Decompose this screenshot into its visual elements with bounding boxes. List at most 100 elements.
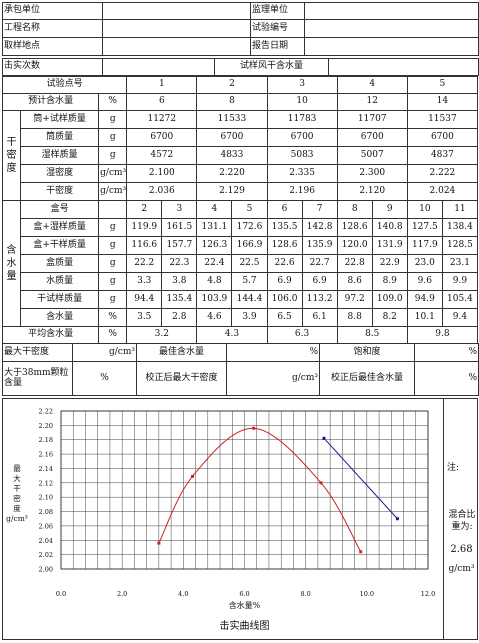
saturation-unit: % [414,343,479,362]
moisture-cell: 22.8 [336,254,373,273]
moisture-cell: 3.8 [161,272,198,291]
note-panel: 注: 混合比重为: 2.68 g/cm³ [443,398,478,640]
x-tick-label: 6.0 [239,590,249,598]
x-tick-label: 12.0 [421,590,435,598]
project-label: 工程名称 [2,19,103,38]
corrected-opt-moisture-unit: % [414,361,479,396]
moisture-cell: 8.9 [371,272,408,291]
moisture-cell: 2.8 [161,308,198,327]
compaction-point [252,426,256,430]
blows-value[interactable] [102,58,215,76]
moisture-cell: 131.9 [371,236,408,255]
summary-table: 最大干密度 g/cm³ 最佳含水量 % 饱和度 % 大于38mm颗粒含量 % 校… [2,343,479,396]
est-moisture-2: 8 [196,93,268,111]
supervisor-value[interactable] [304,2,479,20]
point-2: 2 [196,76,268,94]
opt-moisture-label: 最佳含水量 [136,343,227,362]
moisture-cell: 157.7 [161,236,198,255]
density-cell: 11707 [336,110,408,129]
compaction-point [191,474,195,478]
y-tick-label: 2.10 [39,494,53,502]
moisture-cell: 23.0 [406,254,443,273]
test-no-value[interactable] [304,19,479,38]
density-cell: 2.129 [196,182,268,201]
y-tick-label: 2.14 [39,465,53,473]
density-cell: 2.100 [126,164,198,183]
oversize-label: 大于38mm颗粒含量 [2,361,73,396]
max-dry-density-label: 最大干密度 [2,343,73,362]
report-date-value[interactable] [304,37,479,56]
y-tick-label: 2.18 [39,436,53,444]
density-row-unit: g [98,146,128,165]
moisture-cell: 172.6 [231,218,268,237]
y-tick-label: 2.02 [39,551,53,559]
x-axis-label: 含水量% [229,600,261,610]
chart-panel: 2.00 2.02 2.04 2.06 2.08 2.10 2.12 2.14 2.16 2.18… [2,398,478,640]
air-dry-label: 试样风干含水量 [214,58,329,76]
est-moisture-1: 6 [126,93,198,111]
density-cell: 2.036 [126,182,198,201]
moisture-cell: 6.5 [266,308,303,327]
density-cell: 6700 [336,128,408,147]
points-label: 试验点号 [1,76,128,94]
air-dry-value[interactable] [328,58,479,76]
avg-moisture-cell: 6.3 [266,326,338,344]
moisture-cell: 116.6 [126,236,163,255]
moisture-cell: 6.9 [301,272,338,291]
point-4: 4 [336,76,408,94]
moisture-row-label: 水质量 [20,272,100,291]
moisture-cell: 117.9 [406,236,443,255]
mix-gravity-label: 混合比重为: [448,510,476,532]
moisture-cell: 142.8 [301,218,338,237]
moisture-row-label: 盒质量 [20,254,100,273]
density-cell: 6700 [406,128,479,147]
density-cell: 5083 [266,146,338,165]
y-tick-label: 2.12 [39,479,53,487]
y-tick-label: 2.16 [39,451,53,459]
moisture-cell: 135.9 [301,236,338,255]
moisture-row-label: 含水量 [20,308,100,327]
est-moisture-label: 预计含水量 [1,93,100,111]
moisture-cell: 5.7 [231,272,268,291]
compaction-point [359,550,363,554]
corrected-max-dry-unit: g/cm³ [226,361,320,396]
density-cell: 4572 [126,146,198,165]
moisture-cell: 144.4 [231,290,268,309]
moisture-cell: 4.6 [196,308,233,327]
moisture-cell: 10 [406,200,443,219]
project-value[interactable] [102,19,251,38]
compaction-point [157,541,161,545]
sample-site-value[interactable] [102,37,251,56]
supervisor-label: 监理单位 [250,2,305,20]
y-tick-label: 2.22 [39,408,53,416]
density-cell: 6700 [126,128,198,147]
moisture-cell: 135.5 [266,218,303,237]
density-cell: 6700 [266,128,338,147]
note-label: 注: [447,463,460,473]
moisture-cell: 135.4 [161,290,198,309]
contractor-value[interactable] [102,2,251,20]
moisture-cell: 22.7 [301,254,338,273]
avg-moisture-unit: % [98,326,128,344]
est-moisture-unit: % [98,93,128,111]
moisture-cell: 8 [336,200,373,219]
density-row-label: 筒质量 [20,128,100,147]
moisture-cell: 127.5 [406,218,443,237]
moisture-row-unit: g [98,290,128,309]
moisture-cell: 23.1 [441,254,479,273]
density-row-label: 筒+试样质量 [20,110,100,129]
report-date-label: 报告日期 [250,37,305,56]
saturation-label: 饱和度 [319,343,415,362]
moisture-cell: 8.6 [336,272,373,291]
density-row-label: 湿样质量 [20,146,100,165]
density-group-label: 干密度 [1,110,22,201]
density-cell: 2.335 [266,164,338,183]
x-tick-label: 0.0 [56,590,66,598]
moisture-row-label: 干试样质量 [20,290,100,309]
density-cell: 2.024 [406,182,479,201]
moisture-cell: 22.5 [231,254,268,273]
moisture-row-unit [98,200,128,219]
moisture-row-unit: g [98,254,128,273]
moisture-cell: 6 [266,200,303,219]
